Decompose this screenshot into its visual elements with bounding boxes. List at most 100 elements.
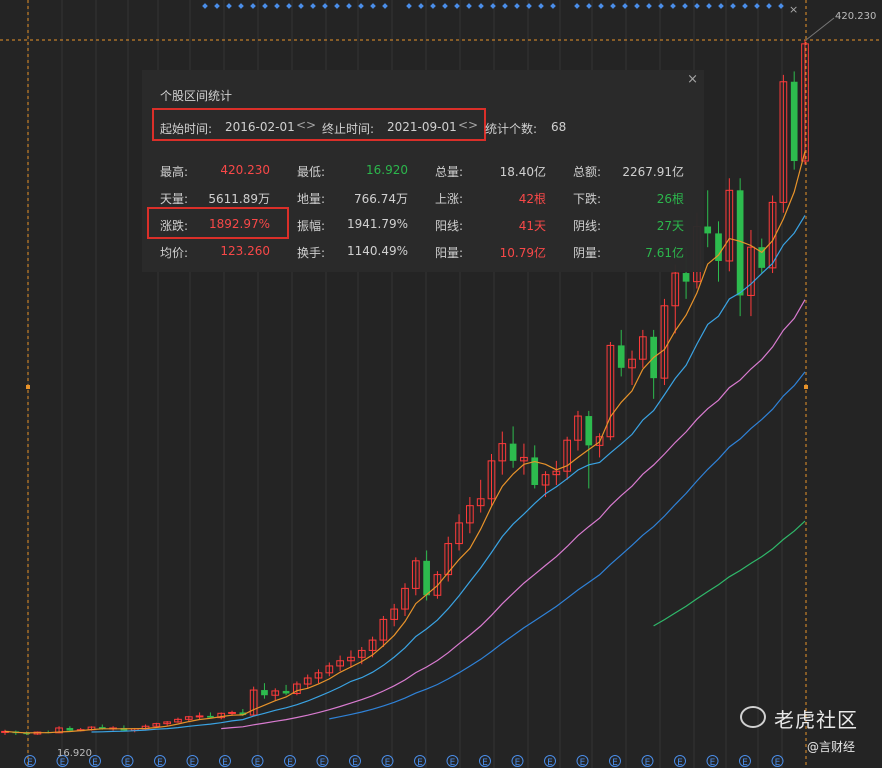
stat-label: 下跌: bbox=[573, 192, 602, 206]
candle-body bbox=[531, 457, 539, 485]
event-marker-dot bbox=[274, 3, 280, 9]
event-marker-label: E bbox=[482, 758, 488, 768]
candle-body bbox=[509, 443, 517, 461]
stat-value: 2267.91亿 bbox=[622, 165, 684, 179]
change-highlight bbox=[147, 207, 289, 239]
stat-label: 地量: bbox=[297, 192, 326, 206]
event-marker-dot bbox=[550, 3, 556, 9]
candle-body bbox=[336, 660, 344, 667]
end-time-stepper-icon[interactable]: <> bbox=[458, 118, 479, 132]
event-marker-dot bbox=[598, 3, 604, 9]
candle-body bbox=[347, 656, 355, 662]
moving-average-line bbox=[221, 299, 806, 730]
start-time-value[interactable]: 2016-02-01 bbox=[225, 120, 295, 134]
candle-body bbox=[660, 305, 669, 379]
moving-average-line bbox=[329, 371, 806, 720]
event-marker-dot bbox=[334, 3, 340, 9]
high-price-leader bbox=[805, 17, 835, 41]
event-marker-dot bbox=[442, 3, 448, 9]
event-marker-label: E bbox=[60, 758, 66, 768]
event-marker-icon bbox=[56, 755, 69, 767]
close-icon[interactable]: × bbox=[789, 3, 799, 16]
candle-body bbox=[239, 712, 247, 716]
event-marker-dot bbox=[478, 3, 484, 9]
event-marker-dot bbox=[370, 3, 376, 9]
event-marker-icon bbox=[446, 755, 459, 767]
event-marker-label: E bbox=[450, 758, 456, 768]
candle-body bbox=[715, 233, 722, 261]
high-price-label: 420.230 bbox=[835, 11, 877, 22]
candle-body bbox=[195, 715, 204, 718]
stat-value: 26根 bbox=[656, 192, 684, 206]
event-marker-label: E bbox=[92, 758, 98, 768]
panel-title: 个股区间统计 bbox=[160, 89, 233, 103]
candle-body bbox=[628, 358, 636, 369]
stat-value: 420.230 bbox=[220, 163, 270, 177]
candle-body bbox=[401, 587, 409, 610]
event-marker-dot bbox=[670, 3, 676, 9]
event-marker-dot bbox=[202, 3, 208, 9]
candle-body bbox=[23, 733, 30, 735]
stat-value: 18.40亿 bbox=[499, 165, 546, 179]
candle-body bbox=[725, 189, 734, 262]
event-marker-dot bbox=[430, 3, 436, 9]
candle-body bbox=[55, 727, 63, 734]
event-marker-icon bbox=[121, 755, 134, 767]
stat-value: 1140.49% bbox=[346, 244, 408, 258]
stat-label: 天量: bbox=[160, 192, 189, 206]
candle-body bbox=[747, 246, 755, 296]
event-marker-label: E bbox=[385, 758, 391, 768]
candle-body bbox=[184, 716, 193, 720]
event-marker-icon bbox=[284, 755, 296, 767]
event-marker-icon bbox=[576, 755, 589, 767]
end-time-value[interactable]: 2021-09-01 bbox=[387, 120, 457, 134]
stat-value: 27天 bbox=[656, 219, 684, 233]
event-marker-dot bbox=[658, 3, 664, 9]
event-marker-dot bbox=[754, 3, 760, 9]
stat-value: 766.74万 bbox=[354, 192, 408, 206]
candle-body bbox=[163, 721, 172, 725]
event-marker-icon bbox=[706, 755, 719, 767]
stat-label: 阴量: bbox=[573, 246, 602, 260]
event-marker-dot bbox=[622, 3, 628, 9]
candle-body bbox=[261, 690, 268, 696]
event-marker-icon bbox=[89, 755, 101, 767]
stat-label: 阳线: bbox=[435, 219, 464, 233]
panel-close-icon[interactable]: × bbox=[687, 72, 698, 87]
candle-body bbox=[790, 81, 798, 162]
event-marker-label: E bbox=[580, 758, 586, 768]
event-marker-icon bbox=[316, 755, 329, 767]
event-marker-label: E bbox=[515, 758, 521, 768]
event-marker-icon bbox=[609, 755, 621, 767]
event-marker-label: E bbox=[677, 758, 683, 768]
stat-value: 16.920 bbox=[366, 163, 408, 177]
event-marker-icon bbox=[641, 755, 654, 767]
start-time-stepper-icon[interactable]: <> bbox=[296, 118, 317, 132]
candle-body bbox=[498, 443, 507, 462]
stat-label: 涨跌: bbox=[160, 219, 189, 233]
event-marker-dot bbox=[466, 3, 472, 9]
candle-body bbox=[704, 226, 712, 234]
event-marker-dot bbox=[406, 3, 412, 9]
event-marker-dot bbox=[502, 3, 508, 9]
event-marker-icon bbox=[479, 755, 491, 767]
candle-body bbox=[207, 715, 214, 718]
candle-body bbox=[66, 727, 74, 731]
candle-body bbox=[174, 718, 182, 723]
event-marker-dot bbox=[262, 3, 268, 9]
range-statistics-panel: 个股区间统计 × 起始时间: 2016-02-01 <> 终止时间: 2021-… bbox=[142, 70, 704, 272]
event-marker-dot bbox=[526, 3, 532, 9]
event-marker-icon bbox=[771, 755, 784, 767]
event-marker-icon bbox=[154, 755, 166, 767]
event-marker-label: E bbox=[352, 758, 358, 768]
range-handle bbox=[804, 385, 808, 389]
candle-body bbox=[520, 456, 528, 462]
candle-body bbox=[325, 665, 334, 674]
candle-body bbox=[671, 272, 680, 307]
candle-body bbox=[736, 190, 744, 296]
stat-label: 上涨: bbox=[435, 192, 464, 206]
candle-body bbox=[574, 415, 582, 441]
event-marker-dot bbox=[490, 3, 496, 9]
event-marker-dot bbox=[250, 3, 256, 9]
range-handle bbox=[26, 385, 30, 389]
